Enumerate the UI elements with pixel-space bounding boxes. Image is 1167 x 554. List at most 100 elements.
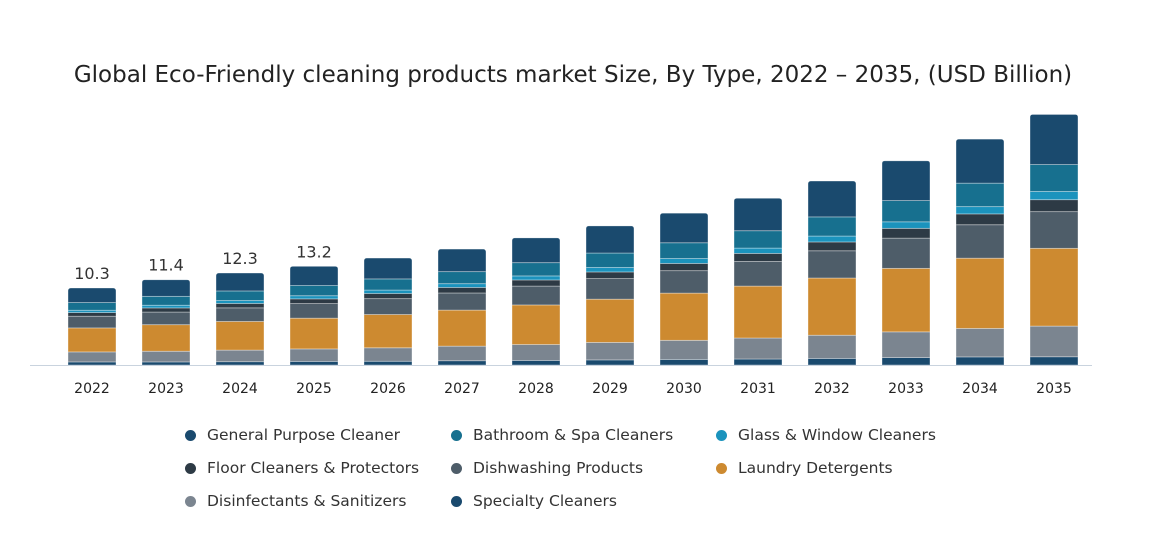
- bar-segment-floor-cleaners-protectors-2033: [882, 227, 930, 239]
- bar-segment-bathroom-spa-cleaners-2022: [68, 302, 116, 311]
- x-tick-label: 2031: [740, 381, 776, 397]
- bar-segment-general-purpose-cleaner-2022: [68, 287, 116, 303]
- bar-segment-floor-cleaners-protectors-2027: [438, 287, 486, 294]
- bar-segment-dishwashing-products-2027: [438, 292, 486, 311]
- bar-segment-disinfectants-sanitizers-2029: [586, 342, 634, 361]
- bar-segment-disinfectants-sanitizers-2028: [512, 344, 560, 361]
- bar-segment-glass-window-cleaners-2025: [290, 295, 338, 300]
- bar-segment-laundry-detergents-2025: [290, 317, 338, 350]
- total-data-label: 12.3: [222, 249, 258, 268]
- bar-segment-specialty-cleaners-2029: [586, 359, 634, 366]
- bar-segment-glass-window-cleaners-2029: [586, 267, 634, 273]
- bar-segment-general-purpose-cleaner-2028: [512, 237, 560, 264]
- legend-item[interactable]: Bathroom & Spa Cleaners: [451, 424, 716, 446]
- bar-segment-dishwashing-products-2025: [290, 303, 338, 319]
- bar-segment-general-purpose-cleaner-2026: [364, 258, 412, 280]
- bar-segment-disinfectants-sanitizers-2023: [142, 350, 190, 363]
- bar-2035: [1030, 114, 1078, 366]
- bar-segment-floor-cleaners-protectors-2030: [660, 263, 708, 272]
- bar-segment-glass-window-cleaners-2030: [660, 258, 708, 264]
- bar-segment-disinfectants-sanitizers-2031: [734, 337, 782, 360]
- bar-segment-glass-window-cleaners-2033: [882, 221, 930, 229]
- bar-segment-general-purpose-cleaner-2027: [438, 249, 486, 273]
- legend-item[interactable]: Specialty Cleaners: [451, 490, 716, 512]
- x-tick-label: 2029: [592, 381, 628, 397]
- bar-segment-specialty-cleaners-2032: [808, 358, 856, 366]
- x-tick-label: 2023: [148, 381, 184, 397]
- legend: General Purpose Cleaner Bathroom & Spa Cl…: [185, 424, 985, 512]
- bar-segment-specialty-cleaners-2031: [734, 358, 782, 366]
- legend-item[interactable]: General Purpose Cleaner: [185, 424, 451, 446]
- bar-segment-floor-cleaners-protectors-2028: [512, 279, 560, 287]
- bar-segment-laundry-detergents-2023: [142, 324, 190, 352]
- bar-segment-bathroom-spa-cleaners-2033: [882, 200, 930, 223]
- x-tick-label: 2026: [370, 381, 406, 397]
- bar-segment-specialty-cleaners-2025: [290, 361, 338, 366]
- legend-label: General Purpose Cleaner: [207, 426, 401, 444]
- legend-dot-icon: [716, 462, 727, 474]
- bar-segment-laundry-detergents-2026: [364, 314, 412, 349]
- bar-2023: [142, 279, 190, 366]
- bar-segment-general-purpose-cleaner-2031: [734, 198, 782, 232]
- legend-item[interactable]: Dishwashing Products: [451, 457, 716, 479]
- legend-dot-icon: [185, 495, 196, 507]
- bar-segment-specialty-cleaners-2026: [364, 360, 412, 366]
- bar-segment-disinfectants-sanitizers-2032: [808, 334, 856, 359]
- bar-2024: [216, 272, 264, 366]
- x-axis-ticks: 2022 2023 2024 2025 2026 2027 2028 2029 2030 2031…: [74, 381, 1072, 397]
- bar-segment-general-purpose-cleaner-2029: [586, 225, 634, 254]
- bar-segment-glass-window-cleaners-2034: [956, 206, 1004, 215]
- bar-segment-dishwashing-products-2024: [216, 307, 264, 322]
- bar-segment-specialty-cleaners-2034: [956, 356, 1004, 366]
- bar-2034: [956, 139, 1004, 366]
- x-tick-label: 2033: [888, 381, 924, 397]
- legend-dot-icon: [451, 429, 462, 441]
- legend-label: Specialty Cleaners: [473, 492, 617, 510]
- bar-segment-glass-window-cleaners-2032: [808, 235, 856, 243]
- bar-segment-bathroom-spa-cleaners-2031: [734, 230, 782, 249]
- bar-segment-general-purpose-cleaner-2035: [1030, 114, 1078, 165]
- bar-segment-floor-cleaners-protectors-2029: [586, 271, 634, 280]
- x-tick-label: 2025: [296, 381, 332, 397]
- bar-segment-dishwashing-products-2023: [142, 311, 190, 326]
- legend-item[interactable]: Disinfectants & Sanitizers: [185, 490, 451, 512]
- bar-segment-general-purpose-cleaner-2023: [142, 279, 190, 297]
- bar-2033: [882, 160, 930, 366]
- bar-segment-glass-window-cleaners-2031: [734, 247, 782, 254]
- bar-segment-floor-cleaners-protectors-2032: [808, 241, 856, 252]
- bar-segment-dishwashing-products-2030: [660, 270, 708, 294]
- bar-segment-floor-cleaners-protectors-2024: [216, 303, 264, 309]
- bar-segment-laundry-detergents-2034: [956, 257, 1004, 329]
- bar-segment-specialty-cleaners-2030: [660, 359, 708, 366]
- bar-segment-floor-cleaners-protectors-2034: [956, 213, 1004, 226]
- bar-segment-floor-cleaners-protectors-2023: [142, 307, 190, 313]
- x-tick-label: 2028: [518, 381, 554, 397]
- legend-item[interactable]: Laundry Detergents: [716, 457, 976, 479]
- legend-label: Glass & Window Cleaners: [738, 426, 936, 444]
- bar-segment-laundry-detergents-2024: [216, 321, 264, 351]
- bar-segment-general-purpose-cleaner-2030: [660, 213, 708, 244]
- bar-2031: [734, 198, 782, 366]
- bar-segment-laundry-detergents-2033: [882, 267, 930, 333]
- bar-segment-bathroom-spa-cleaners-2025: [290, 285, 338, 297]
- bar-segment-floor-cleaners-protectors-2035: [1030, 199, 1078, 213]
- legend-item[interactable]: Floor Cleaners & Protectors: [185, 457, 451, 479]
- x-tick-label: 2032: [814, 381, 850, 397]
- chart-title: Global Eco-Friendly cleaning products ma…: [74, 62, 1072, 88]
- x-tick-label: 2030: [666, 381, 702, 397]
- bar-2022: [68, 287, 116, 366]
- bar-segment-general-purpose-cleaner-2033: [882, 160, 930, 201]
- bar-segment-bathroom-spa-cleaners-2032: [808, 216, 856, 237]
- bar-segment-dishwashing-products-2032: [808, 250, 856, 279]
- data-labels: 10.3 11.4 12.3 13.2: [74, 242, 332, 283]
- bar-segment-specialty-cleaners-2035: [1030, 356, 1078, 366]
- bar-segment-dishwashing-products-2026: [364, 298, 412, 315]
- bar-segment-dishwashing-products-2035: [1030, 211, 1078, 249]
- bar-segment-bathroom-spa-cleaners-2026: [364, 278, 412, 291]
- legend-item[interactable]: Glass & Window Cleaners: [716, 424, 976, 446]
- x-tick-label: 2034: [962, 381, 998, 397]
- total-data-label: 11.4: [148, 256, 184, 275]
- bar-segment-glass-window-cleaners-2035: [1030, 191, 1078, 201]
- bar-segment-specialty-cleaners-2022: [68, 361, 116, 366]
